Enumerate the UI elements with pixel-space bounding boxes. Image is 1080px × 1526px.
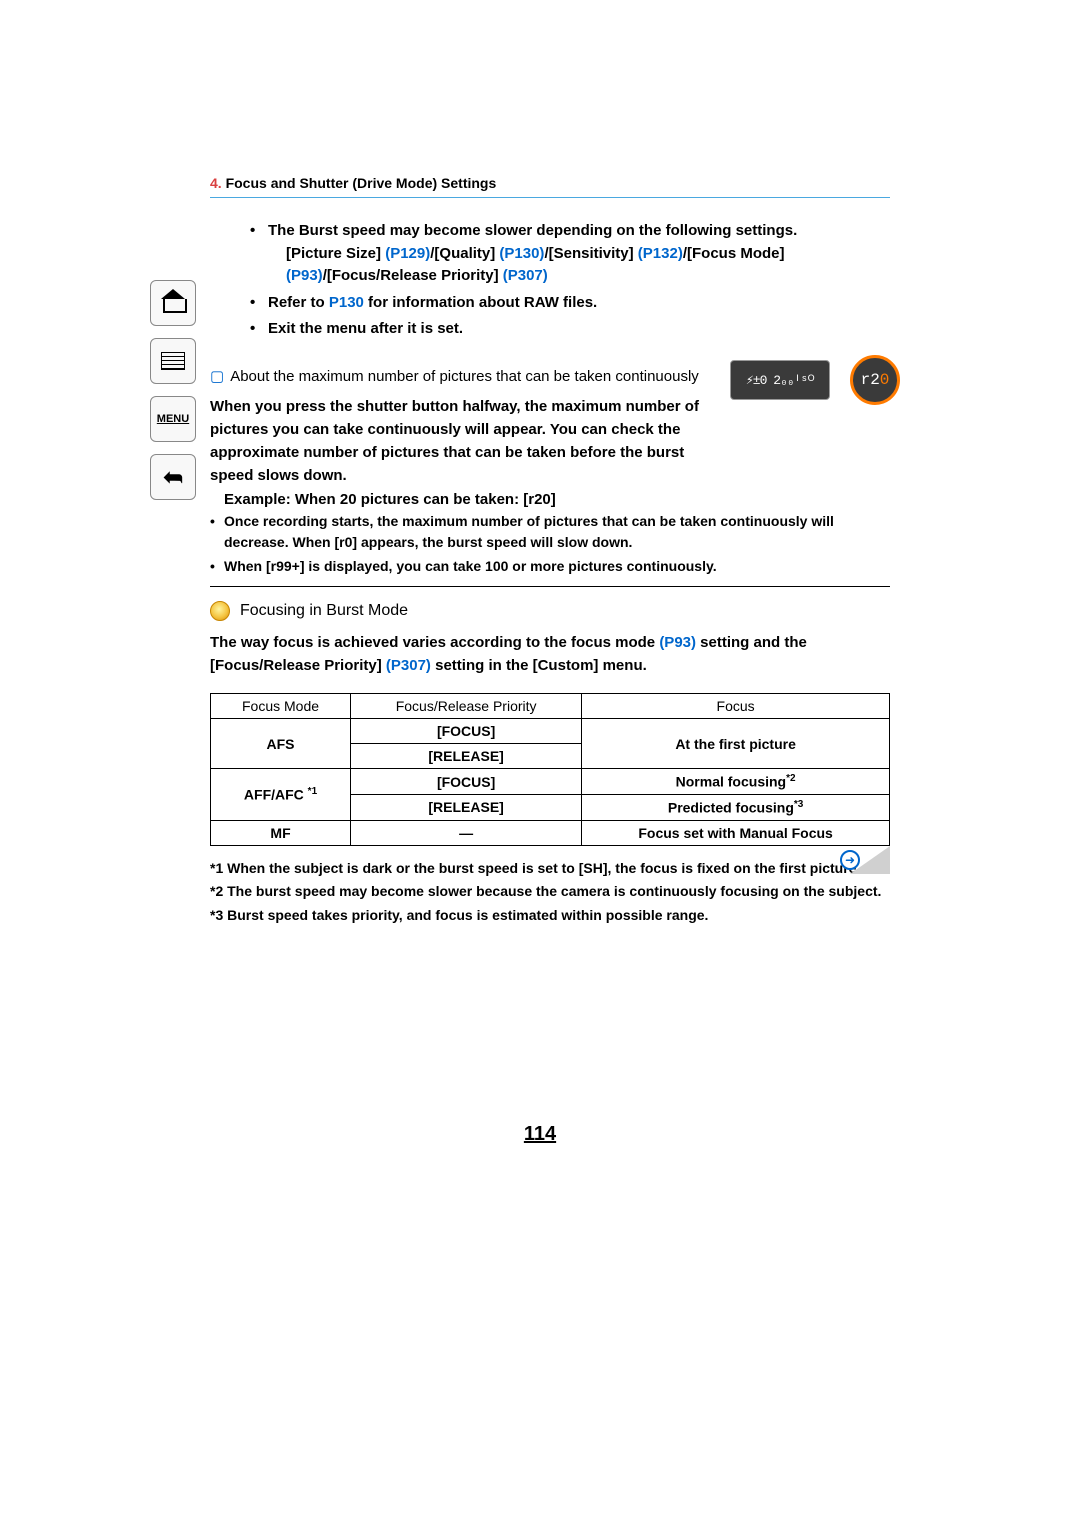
th-focus: Focus xyxy=(582,694,890,719)
max-pictures-notes: Once recording starts, the maximum numbe… xyxy=(210,511,890,578)
cell-aff-afc: AFF/AFC *1 xyxy=(211,769,351,820)
link-p129[interactable]: (P129) xyxy=(385,245,430,262)
cell-mf-priority: — xyxy=(351,820,582,845)
focusing-body: The way focus is achieved varies accordi… xyxy=(210,631,890,678)
footnote-3: *3 Burst speed takes priority, and focus… xyxy=(210,905,890,927)
footnote-1: *1 When the subject is dark or the burst… xyxy=(210,858,890,880)
next-page-corner[interactable]: ➜ xyxy=(846,846,890,874)
lcd-r20-circle: r20 xyxy=(850,355,900,405)
top-bullet-list: The Burst speed may become slower depend… xyxy=(250,220,890,341)
focus-mode-table: Focus Mode Focus/Release Priority Focus … xyxy=(210,693,890,845)
section-focusing-head: Focusing in Burst Mode xyxy=(210,601,890,621)
max-pictures-example: Example: When 20 pictures can be taken: … xyxy=(224,488,890,511)
content-area: 4. Focus and Shutter (Drive Mode) Settin… xyxy=(210,175,890,927)
cell-afs: AFS xyxy=(211,719,351,769)
link-p132[interactable]: (P132) xyxy=(638,245,683,262)
bullet-raw-ref: Refer to P130 for information about RAW … xyxy=(250,292,890,315)
link-p130[interactable]: (P130) xyxy=(499,245,544,262)
bullet-burst-settings: [Picture Size] (P129)/[Quality] (P130)/[… xyxy=(268,243,890,288)
th-priority: Focus/Release Priority xyxy=(351,694,582,719)
table-row: AFS [FOCUS] At the first picture xyxy=(211,719,890,744)
bullet-exit-menu: Exit the menu after it is set. xyxy=(250,318,890,341)
next-arrow-icon: ➜ xyxy=(840,850,860,870)
table-row: AFF/AFC *1 [FOCUS] Normal focusing*2 xyxy=(211,769,890,795)
link-p130-raw[interactable]: P130 xyxy=(329,294,364,311)
lcd-info-box: ⚡±0 2₀₀ᴵˢᴼ xyxy=(730,360,830,400)
cell-mf-focus: Focus set with Manual Focus xyxy=(582,820,890,845)
note-recording-starts: Once recording starts, the maximum numbe… xyxy=(210,511,890,554)
link-p307[interactable]: (P307) xyxy=(503,267,548,284)
footnote-2: *2 The burst speed may become slower bec… xyxy=(210,881,890,903)
bullet-burst-speed: The Burst speed may become slower depend… xyxy=(250,220,890,288)
th-focus-mode: Focus Mode xyxy=(211,694,351,719)
lcd-display-graphic: ⚡±0 2₀₀ᴵˢᴼ r20 xyxy=(730,355,900,405)
cell-first-picture: At the first picture xyxy=(582,719,890,769)
cell-normal-focusing: Normal focusing*2 xyxy=(582,769,890,795)
page-number: 114 xyxy=(0,1123,1080,1146)
link-p93[interactable]: (P93) xyxy=(286,267,323,284)
chapter-number: 4. xyxy=(210,175,222,191)
table-header-row: Focus Mode Focus/Release Priority Focus xyxy=(211,694,890,719)
chapter-title: Focus and Shutter (Drive Mode) Settings xyxy=(222,175,497,191)
max-pictures-body: When you press the shutter button halfwa… xyxy=(210,395,890,488)
cell-aff-focus: [FOCUS] xyxy=(351,769,582,795)
cell-predicted-focusing: Predicted focusing*3 xyxy=(582,794,890,820)
note-r99plus: When [r99+] is displayed, you can take 1… xyxy=(210,556,890,578)
link-p93-focus[interactable]: (P93) xyxy=(659,634,696,651)
cell-mf: MF xyxy=(211,820,351,845)
cell-afs-focus: [FOCUS] xyxy=(351,719,582,744)
lightbulb-icon xyxy=(210,601,230,621)
cell-afs-release: [RELEASE] xyxy=(351,744,582,769)
link-p307-priority[interactable]: (P307) xyxy=(386,657,431,674)
cell-aff-release: [RELEASE] xyxy=(351,794,582,820)
divider-line xyxy=(210,586,890,587)
table-row: MF — Focus set with Manual Focus xyxy=(211,820,890,845)
breadcrumb: 4. Focus and Shutter (Drive Mode) Settin… xyxy=(210,175,890,198)
footnote-list: *1 When the subject is dark or the burst… xyxy=(210,858,890,927)
outline-box-icon: ▢ xyxy=(210,368,224,385)
